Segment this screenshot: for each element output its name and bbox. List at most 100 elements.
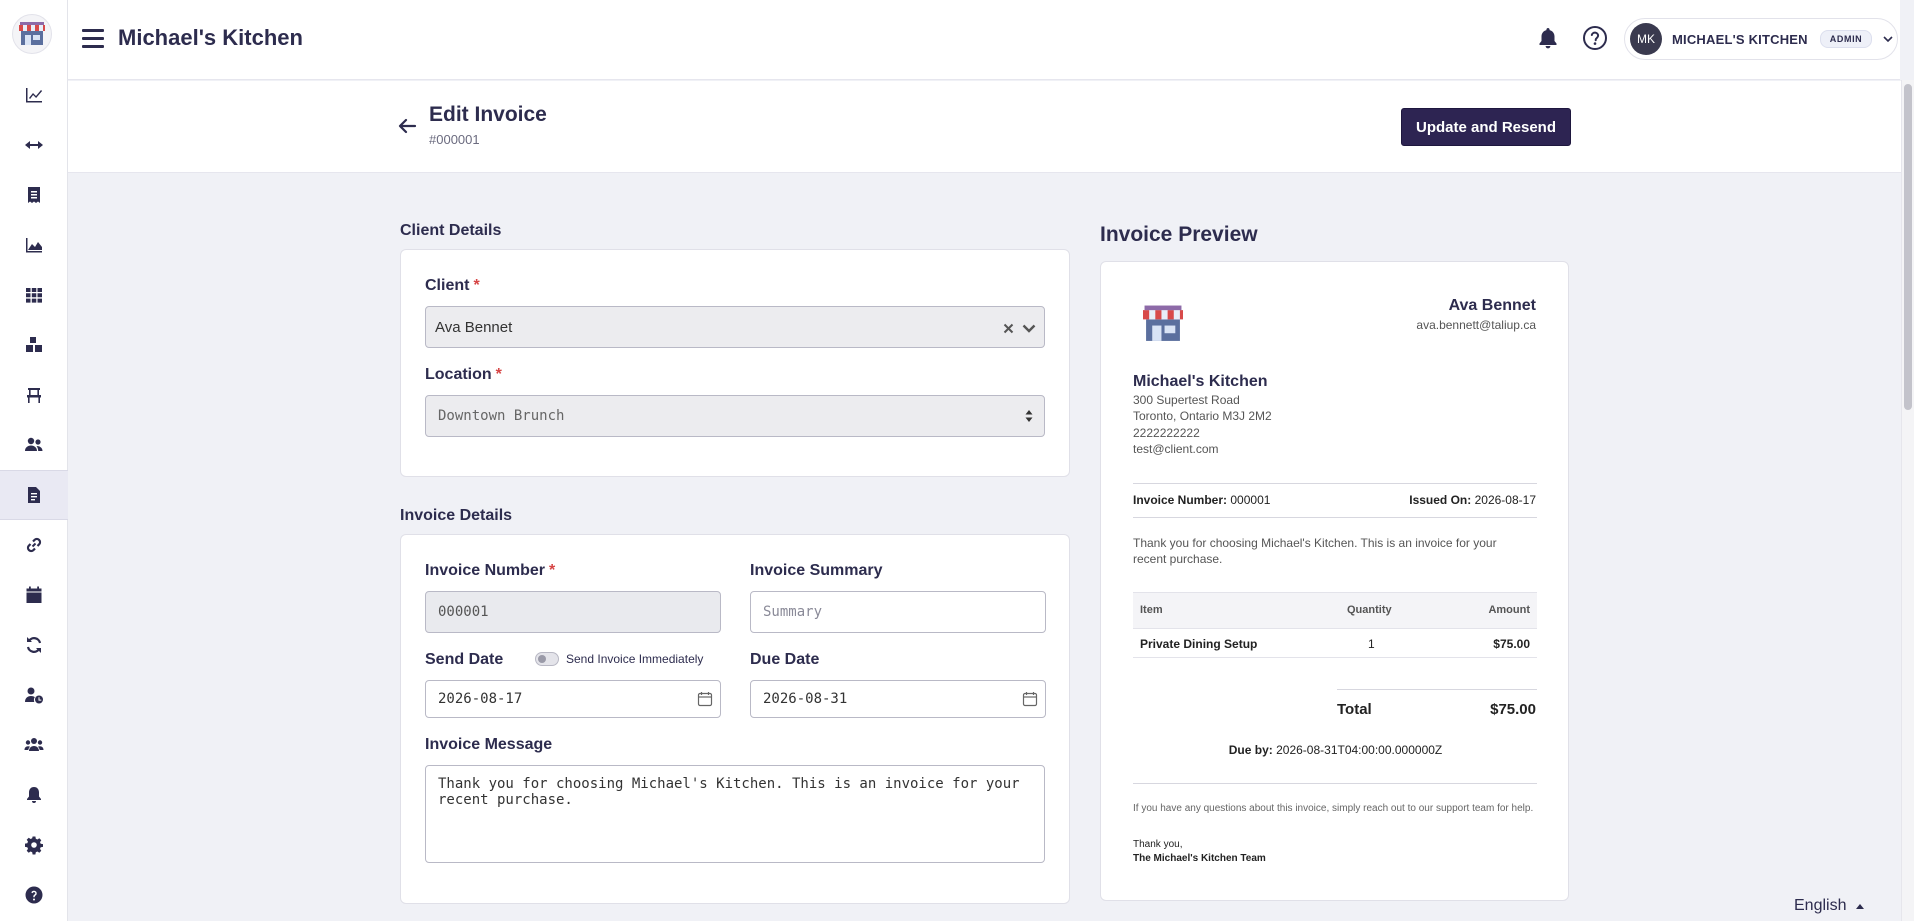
receipt-icon: [28, 187, 40, 203]
table-header-amount: Amount: [1488, 604, 1530, 616]
chevron-down-icon[interactable]: [1022, 321, 1036, 335]
sidebar-item-sync[interactable]: [0, 620, 68, 670]
send-immediately-toggle[interactable]: [535, 652, 559, 666]
due-date-value: 2026-08-31: [763, 691, 848, 707]
required-marker: *: [549, 562, 556, 579]
sidebar-item-dashboard[interactable]: [0, 70, 68, 120]
client-details-label: Client Details: [400, 222, 502, 239]
invoice-icon: [28, 487, 40, 503]
preview-client-name: Ava Bennet: [1448, 297, 1536, 314]
app-title: Michael's Kitchen: [118, 25, 303, 50]
table-header-quantity: Quantity: [1347, 604, 1392, 616]
invoice-summary-input[interactable]: Summary: [750, 591, 1046, 633]
sidebar-item-help[interactable]: [0, 870, 68, 920]
store-logo-icon: [1143, 305, 1183, 341]
boxes-icon: [26, 337, 42, 352]
caret-up-icon: [1855, 904, 1864, 909]
chevron-down-icon: [1883, 36, 1893, 43]
language-label: English: [1794, 897, 1847, 914]
back-arrow-icon[interactable]: [396, 115, 418, 137]
sidebar-item-receipts[interactable]: [0, 170, 68, 220]
sidebar-item-invoices[interactable]: [0, 470, 68, 520]
sidebar-item-inventory[interactable]: [0, 320, 68, 370]
divider: [1133, 783, 1537, 784]
send-date-input[interactable]: 2026-08-17: [425, 680, 721, 718]
invoice-summary-label: Invoice Summary: [750, 562, 883, 579]
preview-thanks: Thank you,: [1133, 839, 1183, 850]
preview-phone: 2222222222: [1133, 426, 1200, 440]
client-select[interactable]: Ava Bennet: [425, 306, 1045, 348]
invoice-number-input[interactable]: 000001: [425, 591, 721, 633]
invoice-preview-card: Ava Bennet ava.bennett@taliup.ca Michael…: [1100, 261, 1569, 901]
table-cell-quantity: 1: [1368, 637, 1375, 651]
sidebar-item-catalog[interactable]: [0, 270, 68, 320]
gear-icon: [25, 836, 44, 855]
preview-issued-on: Issued On: 2026-08-17: [1409, 493, 1536, 507]
due-date-input[interactable]: 2026-08-31: [750, 680, 1046, 718]
calendar-icon[interactable]: [697, 691, 713, 707]
required-marker: *: [473, 277, 480, 294]
divider: [1133, 657, 1537, 658]
sidebar-item-customers[interactable]: [0, 720, 68, 770]
send-date-value: 2026-08-17: [438, 691, 523, 707]
divider: [1133, 628, 1537, 629]
preview-due-by: Due by: 2026-08-31T04:00:00.000000Z: [1228, 743, 1443, 757]
avatar: MK: [1630, 23, 1662, 55]
sidebar-item-notifications[interactable]: [0, 770, 68, 820]
invoice-id-subtitle: #000001: [429, 132, 480, 147]
sidebar-item-tables[interactable]: [0, 370, 68, 420]
sidebar-item-settings[interactable]: [0, 820, 68, 870]
update-and-resend-button[interactable]: Update and Resend: [1401, 108, 1571, 146]
chart-line-icon: [26, 88, 43, 103]
send-immediately-label: Send Invoice Immediately: [566, 652, 704, 666]
sidebar-item-calendar[interactable]: [0, 570, 68, 620]
table-header-row: [1133, 592, 1537, 628]
clear-selection-icon[interactable]: [1003, 323, 1014, 334]
user-group-icon: [24, 738, 44, 751]
invoice-details-label: Invoice Details: [400, 507, 513, 524]
sidebar-item-reports[interactable]: [0, 220, 68, 270]
sidebar-item-integrations[interactable]: [0, 520, 68, 570]
invoice-message-textarea[interactable]: Thank you for choosing Michael's Kitchen…: [425, 765, 1045, 863]
page-scrollbar[interactable]: [1901, 80, 1914, 921]
divider: [1337, 689, 1537, 690]
bell-icon: [27, 787, 41, 803]
page-header: Edit Invoice #000001 Update and Resend: [68, 81, 1904, 173]
scrollbar-thumb[interactable]: [1904, 84, 1912, 410]
notifications-bell-icon[interactable]: [1536, 26, 1560, 50]
users-icon: [25, 437, 43, 451]
preview-client-email: ava.bennett@taliup.ca: [1416, 318, 1536, 332]
divider: [1133, 483, 1537, 484]
preview-business-name: Michael's Kitchen: [1133, 373, 1268, 390]
preview-items-table: Item Quantity Amount Private Dining Setu…: [1133, 592, 1537, 658]
preview-signoff: The Michael's Kitchen Team: [1133, 853, 1266, 864]
role-badge: ADMIN: [1819, 30, 1873, 48]
invoice-message-label: Invoice Message: [425, 736, 553, 753]
menu-toggle-icon[interactable]: [82, 26, 104, 50]
invoice-details-card: Invoice Number * 000001 Invoice Summary S…: [400, 534, 1070, 904]
location-field-label: Location *: [425, 366, 502, 383]
location-select-value: Downtown Brunch: [438, 408, 565, 424]
send-date-label: Send Date: [425, 651, 504, 668]
invoice-preview-title: Invoice Preview: [1100, 223, 1258, 246]
grid-icon: [26, 288, 42, 303]
sidebar-item-staff[interactable]: [0, 420, 68, 470]
store-logo-icon[interactable]: [12, 14, 52, 54]
table-cell-amount: $75.00: [1493, 637, 1530, 651]
user-clock-icon: [25, 687, 43, 704]
language-selector[interactable]: English: [1794, 897, 1865, 915]
sidebar-item-schedule[interactable]: [0, 670, 68, 720]
sort-arrows-icon: [1025, 410, 1033, 422]
preview-address-line2: Toronto, Ontario M3J 2M2: [1133, 409, 1272, 423]
sidebar-item-transfers[interactable]: [0, 120, 68, 170]
help-circle-icon[interactable]: [1582, 25, 1608, 51]
client-details-card: Client * Ava Bennet Location * Downtown Br…: [400, 249, 1070, 477]
calendar-icon[interactable]: [1022, 691, 1038, 707]
location-select[interactable]: Downtown Brunch: [425, 395, 1045, 437]
chair-icon: [27, 388, 41, 403]
divider: [1133, 517, 1537, 518]
required-marker: *: [495, 366, 502, 383]
user-name: MICHAEL'S KITCHEN: [1672, 31, 1808, 47]
user-menu[interactable]: MK MICHAEL'S KITCHEN ADMIN: [1624, 18, 1898, 60]
preview-total-label: Total: [1337, 701, 1372, 718]
